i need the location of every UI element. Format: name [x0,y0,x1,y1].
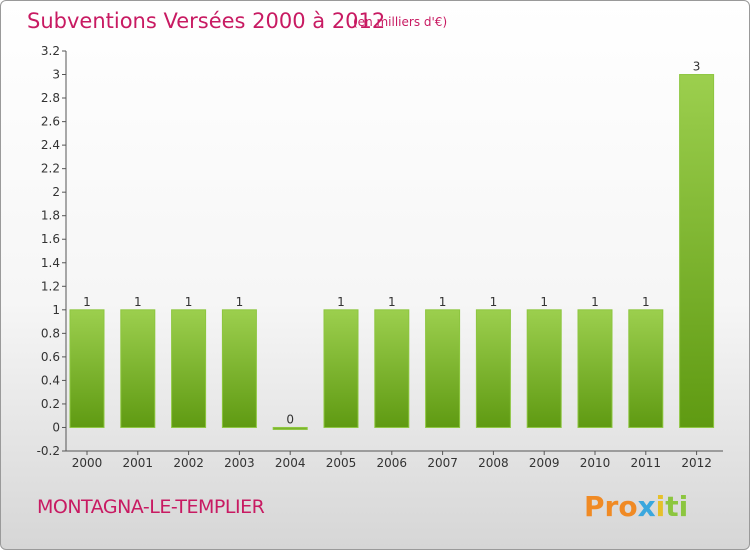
chart-title: Subventions Versées 2000 à 2012 [27,9,386,33]
bar-value-label: 1 [490,295,498,309]
y-tick-label: 2 [52,185,60,199]
bars [69,74,715,430]
y-tick-label: 0.8 [41,326,60,340]
y-tick-label: 2.8 [41,91,60,105]
bar-value-label: 1 [540,295,548,309]
x-tick-label: 2000 [72,456,103,470]
data-labels: 1 1 1 1 0 1 1 1 1 1 1 1 3 [83,60,700,427]
x-tick-label: 2011 [631,456,662,470]
y-tick-label: 1.2 [41,279,60,293]
y-axis: -0.2 0 0.2 0.4 0.6 0.8 1 1.2 1.4 1.6 1.8 2 2.2 2.4 2.6… [37,44,67,458]
y-tick-label: 1.6 [41,232,60,246]
bar [628,309,664,428]
chart-subtitle: (en milliers d'€) [353,15,448,29]
bar [120,309,156,428]
y-tick-label: 2.6 [41,115,60,129]
y-tick-label: 1.4 [41,256,60,270]
x-tick-label: 2006 [377,456,408,470]
x-tick-label: 2010 [580,456,611,470]
logo-part-i: i [655,490,666,523]
y-tick-label: -0.2 [37,444,60,458]
logo-part-x: x [637,490,656,523]
bar-value-label: 1 [83,295,91,309]
bar [425,309,461,428]
bar [577,309,613,428]
bar [526,309,562,428]
y-tick-label: 2.4 [41,138,60,152]
y-tick-label: 2.2 [41,162,60,176]
x-tick-label: 2002 [173,456,204,470]
x-tick-label: 2008 [478,456,509,470]
bar [221,309,257,428]
x-tick-label: 2001 [123,456,154,470]
bar-value-label: 1 [388,295,396,309]
bar-value-label: 1 [642,295,650,309]
bar-value-label: 1 [134,295,142,309]
commune-name: MONTAGNA-LE-TEMPLIER [37,496,265,518]
bar-value-label: 1 [236,295,244,309]
y-tick-label: 1.8 [41,209,60,223]
bar-value-label: 1 [337,295,345,309]
y-tick-label: 0 [52,420,60,434]
x-tick-label: 2012 [681,456,712,470]
y-tick-label: 3 [52,68,60,82]
x-tick-label: 2005 [326,456,357,470]
x-tick-label: 2007 [427,456,458,470]
x-axis: 2000 2001 2002 2003 2004 2005 2006 2007 2008 2009… [66,450,723,470]
bar [272,426,308,430]
logo-part-ti: ti [665,490,689,523]
y-tick-label: 1 [52,303,60,317]
y-tick-label: 0.6 [41,350,60,364]
bar [679,74,715,428]
bar-value-label: 1 [591,295,599,309]
bar-value-label: 0 [286,412,294,426]
x-tick-label: 2009 [529,456,560,470]
bar [171,309,207,428]
bar [323,309,359,428]
y-tick-label: 3.2 [41,44,60,58]
logo-part-pro: Pro [584,490,638,523]
bar-value-label: 3 [693,60,701,74]
bar [69,309,105,428]
x-tick-label: 2004 [275,456,306,470]
proxiti-logo[interactable]: Proxiti [584,490,688,523]
bar [374,309,410,428]
y-tick-label: 0.4 [41,373,60,387]
bar-value-label: 1 [185,295,193,309]
bar [475,309,511,428]
y-tick-label: 0.2 [41,397,60,411]
x-tick-label: 2003 [224,456,255,470]
bar-value-label: 1 [439,295,447,309]
